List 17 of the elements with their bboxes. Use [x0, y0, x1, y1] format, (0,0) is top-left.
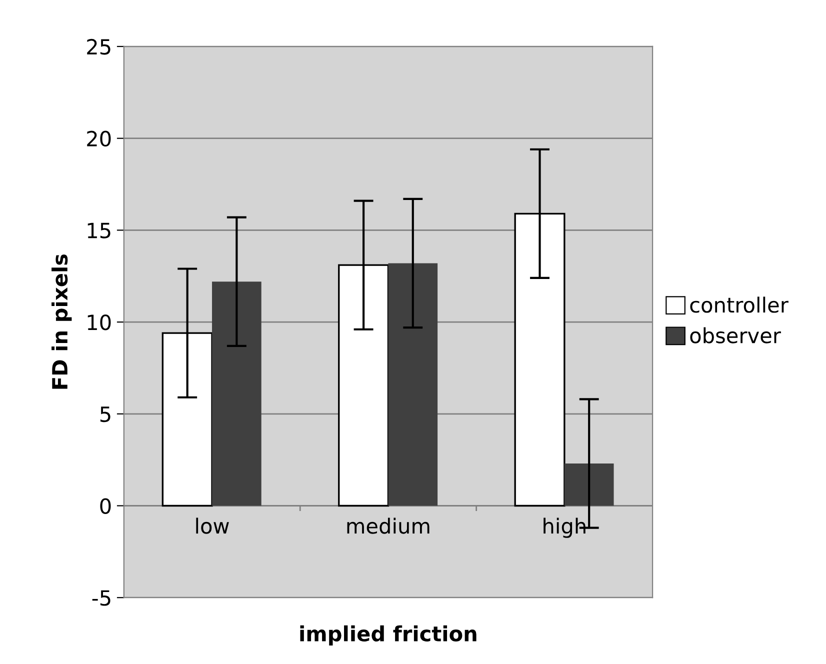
x-tick-label: low	[196, 518, 229, 534]
legend-label: controller	[690, 296, 788, 313]
y-tick-label: -5	[92, 590, 110, 606]
y-axis-title: FD in pixels	[52, 254, 72, 389]
y-tick-label: 15	[88, 222, 110, 238]
y-tick-label: 25	[87, 38, 110, 55]
bar	[212, 282, 262, 506]
bar	[564, 463, 614, 506]
y-tick-label: 0	[100, 498, 111, 514]
y-tick-label: 10	[88, 314, 111, 330]
x-axis-title: implied friction	[300, 625, 476, 646]
x-tick-label: medium	[347, 518, 430, 534]
bar	[388, 263, 438, 506]
x-tick-label: high	[544, 518, 586, 538]
legend-label: observer	[690, 327, 781, 344]
y-tick-label: 20	[87, 130, 111, 147]
y-tick-label: 5	[100, 406, 110, 422]
